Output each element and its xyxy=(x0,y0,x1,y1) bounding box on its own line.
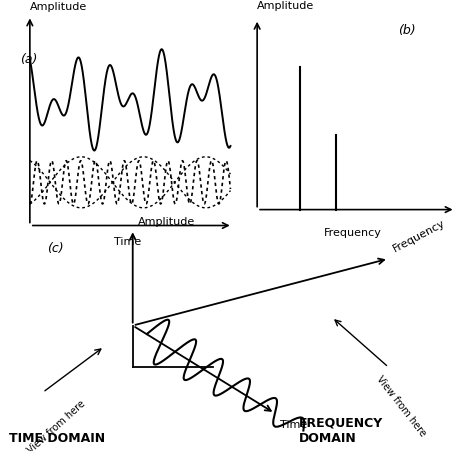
Text: View from here: View from here xyxy=(374,373,428,438)
Text: Amplitude: Amplitude xyxy=(30,1,87,12)
Text: Amplitude: Amplitude xyxy=(137,217,195,227)
Text: Frequency: Frequency xyxy=(324,228,382,238)
Text: Amplitude: Amplitude xyxy=(257,1,314,11)
Text: (b): (b) xyxy=(398,24,415,37)
Text: Time: Time xyxy=(280,419,307,430)
Text: TIME DOMAIN: TIME DOMAIN xyxy=(9,432,106,445)
Text: View from here: View from here xyxy=(26,399,88,451)
Text: Time: Time xyxy=(114,237,142,247)
Text: FREQUENCY
DOMAIN: FREQUENCY DOMAIN xyxy=(299,417,383,445)
Text: (a): (a) xyxy=(20,53,37,66)
Text: (c): (c) xyxy=(47,242,64,255)
Text: Frequency: Frequency xyxy=(391,218,447,254)
